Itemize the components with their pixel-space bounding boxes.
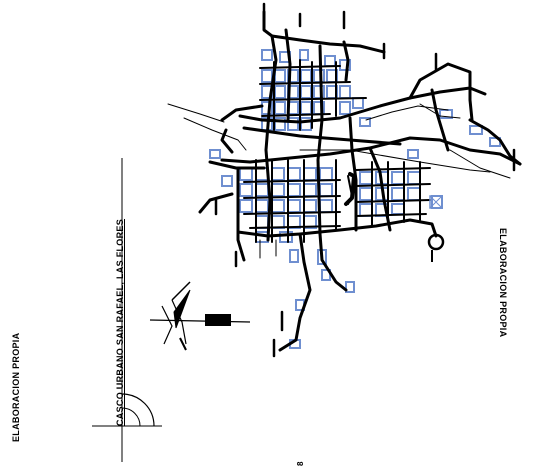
- page-mark: 8: [296, 461, 305, 466]
- title-frame: [92, 158, 162, 462]
- north-arrow-icon: [149, 281, 251, 351]
- road-network: [167, 2, 522, 358]
- credit-right: ELABORACION PROPIA: [498, 228, 508, 338]
- river-marker: [344, 172, 356, 206]
- map-title: CASCO URBANO SAN RAFAEL, LAS FLORES: [115, 218, 125, 426]
- plaza-cross: [429, 195, 443, 209]
- plaza-marker: [429, 195, 443, 209]
- compass-quadrant-icon: [121, 393, 155, 427]
- secondary-roads: [167, 103, 511, 259]
- roundabout-marker: [427, 233, 445, 262]
- road-ends: [214, 2, 516, 358]
- credit-left: ELABORACION PROPIA: [11, 332, 21, 442]
